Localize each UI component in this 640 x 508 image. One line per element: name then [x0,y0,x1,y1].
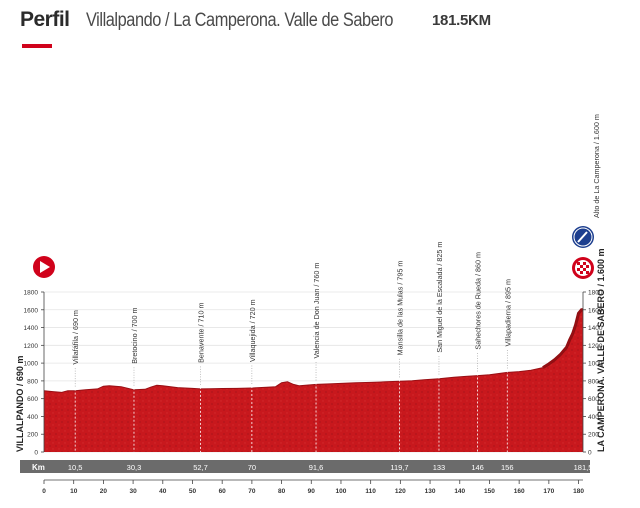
finish-check [583,262,586,265]
climb-badge-ring [573,227,593,247]
x-tick-label: 110 [365,488,376,495]
y-tick-label-right: 1200 [588,343,603,350]
finish-label: LA CAMPERONA. VALLE DE SABERO / 1.600 m [596,248,606,452]
km-value: 156 [501,463,514,472]
waypoint-label: Sahechores de Rueda / 860 m [474,252,483,350]
y-tick-label-right: 200 [588,432,599,439]
profile-line [43,309,583,393]
y-tick-label-right: 600 [588,396,599,403]
x-tick-label: 160 [514,488,525,495]
y-tick-label-left: 1400 [24,325,39,332]
km-bar [20,460,590,473]
x-tick-label: 140 [454,488,465,495]
x-tick-label: 120 [395,488,406,495]
summit-label: Alto de La Camperona / 1.600 m [592,114,601,218]
y-tick-label-right: 1600 [588,307,603,314]
x-tick-label: 170 [543,488,554,495]
x-tick-label: 180 [573,488,584,495]
km-value: 52,7 [193,463,208,472]
km-value: 181,5 [574,463,593,472]
y-tick-label-left: 0 [34,450,38,457]
y-tick-label-right: 1000 [588,361,603,368]
finish-checkered-icon [572,257,594,279]
y-tick-label-right: 0 [588,450,592,457]
x-tick-label: 40 [159,488,167,495]
km-value: 146 [471,463,484,472]
start-flag-arrow [40,261,50,273]
finish-check [580,271,583,274]
km-value: 133 [433,463,446,472]
y-tick-label-left: 1800 [24,290,39,297]
y-tick-label-left: 400 [27,414,38,421]
profile-header: Perfil Villalpando / La Camperona. Valle… [20,8,443,38]
finish-check [580,265,583,268]
waypoint-label: Villaquejida / 720 m [248,299,257,362]
climb-badge-slope [577,231,588,243]
km-value: 70 [248,463,256,472]
y-tick-label-right: 800 [588,378,599,385]
x-tick-label: 50 [189,488,197,495]
x-tick-label: 130 [425,488,436,495]
finish-check [586,271,589,274]
y-tick-label-right: 1400 [588,325,603,332]
km-value: 30,3 [127,463,142,472]
total-distance: 181.5KM [432,12,491,29]
x-tick-label: 30 [129,488,137,495]
x-tick-label: 60 [219,488,227,495]
waypoint-label: Villafáfila / 690 m [71,310,80,365]
km-value: 91,6 [309,463,324,472]
waypoint-label: Valencia de Don Juan / 760 m [312,263,321,359]
x-tick-label: 10 [70,488,78,495]
x-tick-label: 20 [100,488,108,495]
waypoint-label: Villapadierna / 895 m [503,279,512,346]
finish-check [577,262,580,265]
waypoint-label: Benavente / 710 m [197,303,206,363]
y-tick-label-left: 1600 [24,307,39,314]
waypoint-label: San Miguel de la Escalada / 825 m [435,242,444,353]
waypoint-label: Bretocino / 700 m [130,307,139,363]
climb-category-badge-icon [572,226,594,248]
finish-check [583,268,586,271]
x-tick-label: 80 [278,488,286,495]
km-row-label: Km [32,463,45,472]
start-flag-icon [33,256,55,278]
y-tick-label-left: 600 [27,396,38,403]
y-tick-label-left: 1200 [24,343,39,350]
y-tick-label-right: 400 [588,414,599,421]
finish-check [586,265,589,268]
x-tick-label: 150 [484,488,495,495]
y-tick-label-left: 200 [27,432,38,439]
finish-check [577,268,580,271]
km-value: 10,5 [68,463,83,472]
y-tick-label-left: 800 [27,378,38,385]
x-tick-label: 70 [248,488,256,495]
page-title: Perfil [20,8,70,31]
x-tick-label: 100 [336,488,347,495]
y-tick-label-right: 1800 [588,290,603,297]
km-value: 119,7 [390,463,408,472]
title-underline [22,44,52,48]
x-tick-label: 0 [42,488,46,495]
waypoint-label: Mansilla de las Mulas / 795 m [395,261,404,356]
profile-area [44,309,583,452]
x-tick-label: 90 [308,488,316,495]
y-tick-label-left: 1000 [24,361,39,368]
start-label: VILLALPANDO / 690 m [15,356,25,452]
route-title: Villalpando / La Camperona. Valle de Sab… [85,10,393,31]
